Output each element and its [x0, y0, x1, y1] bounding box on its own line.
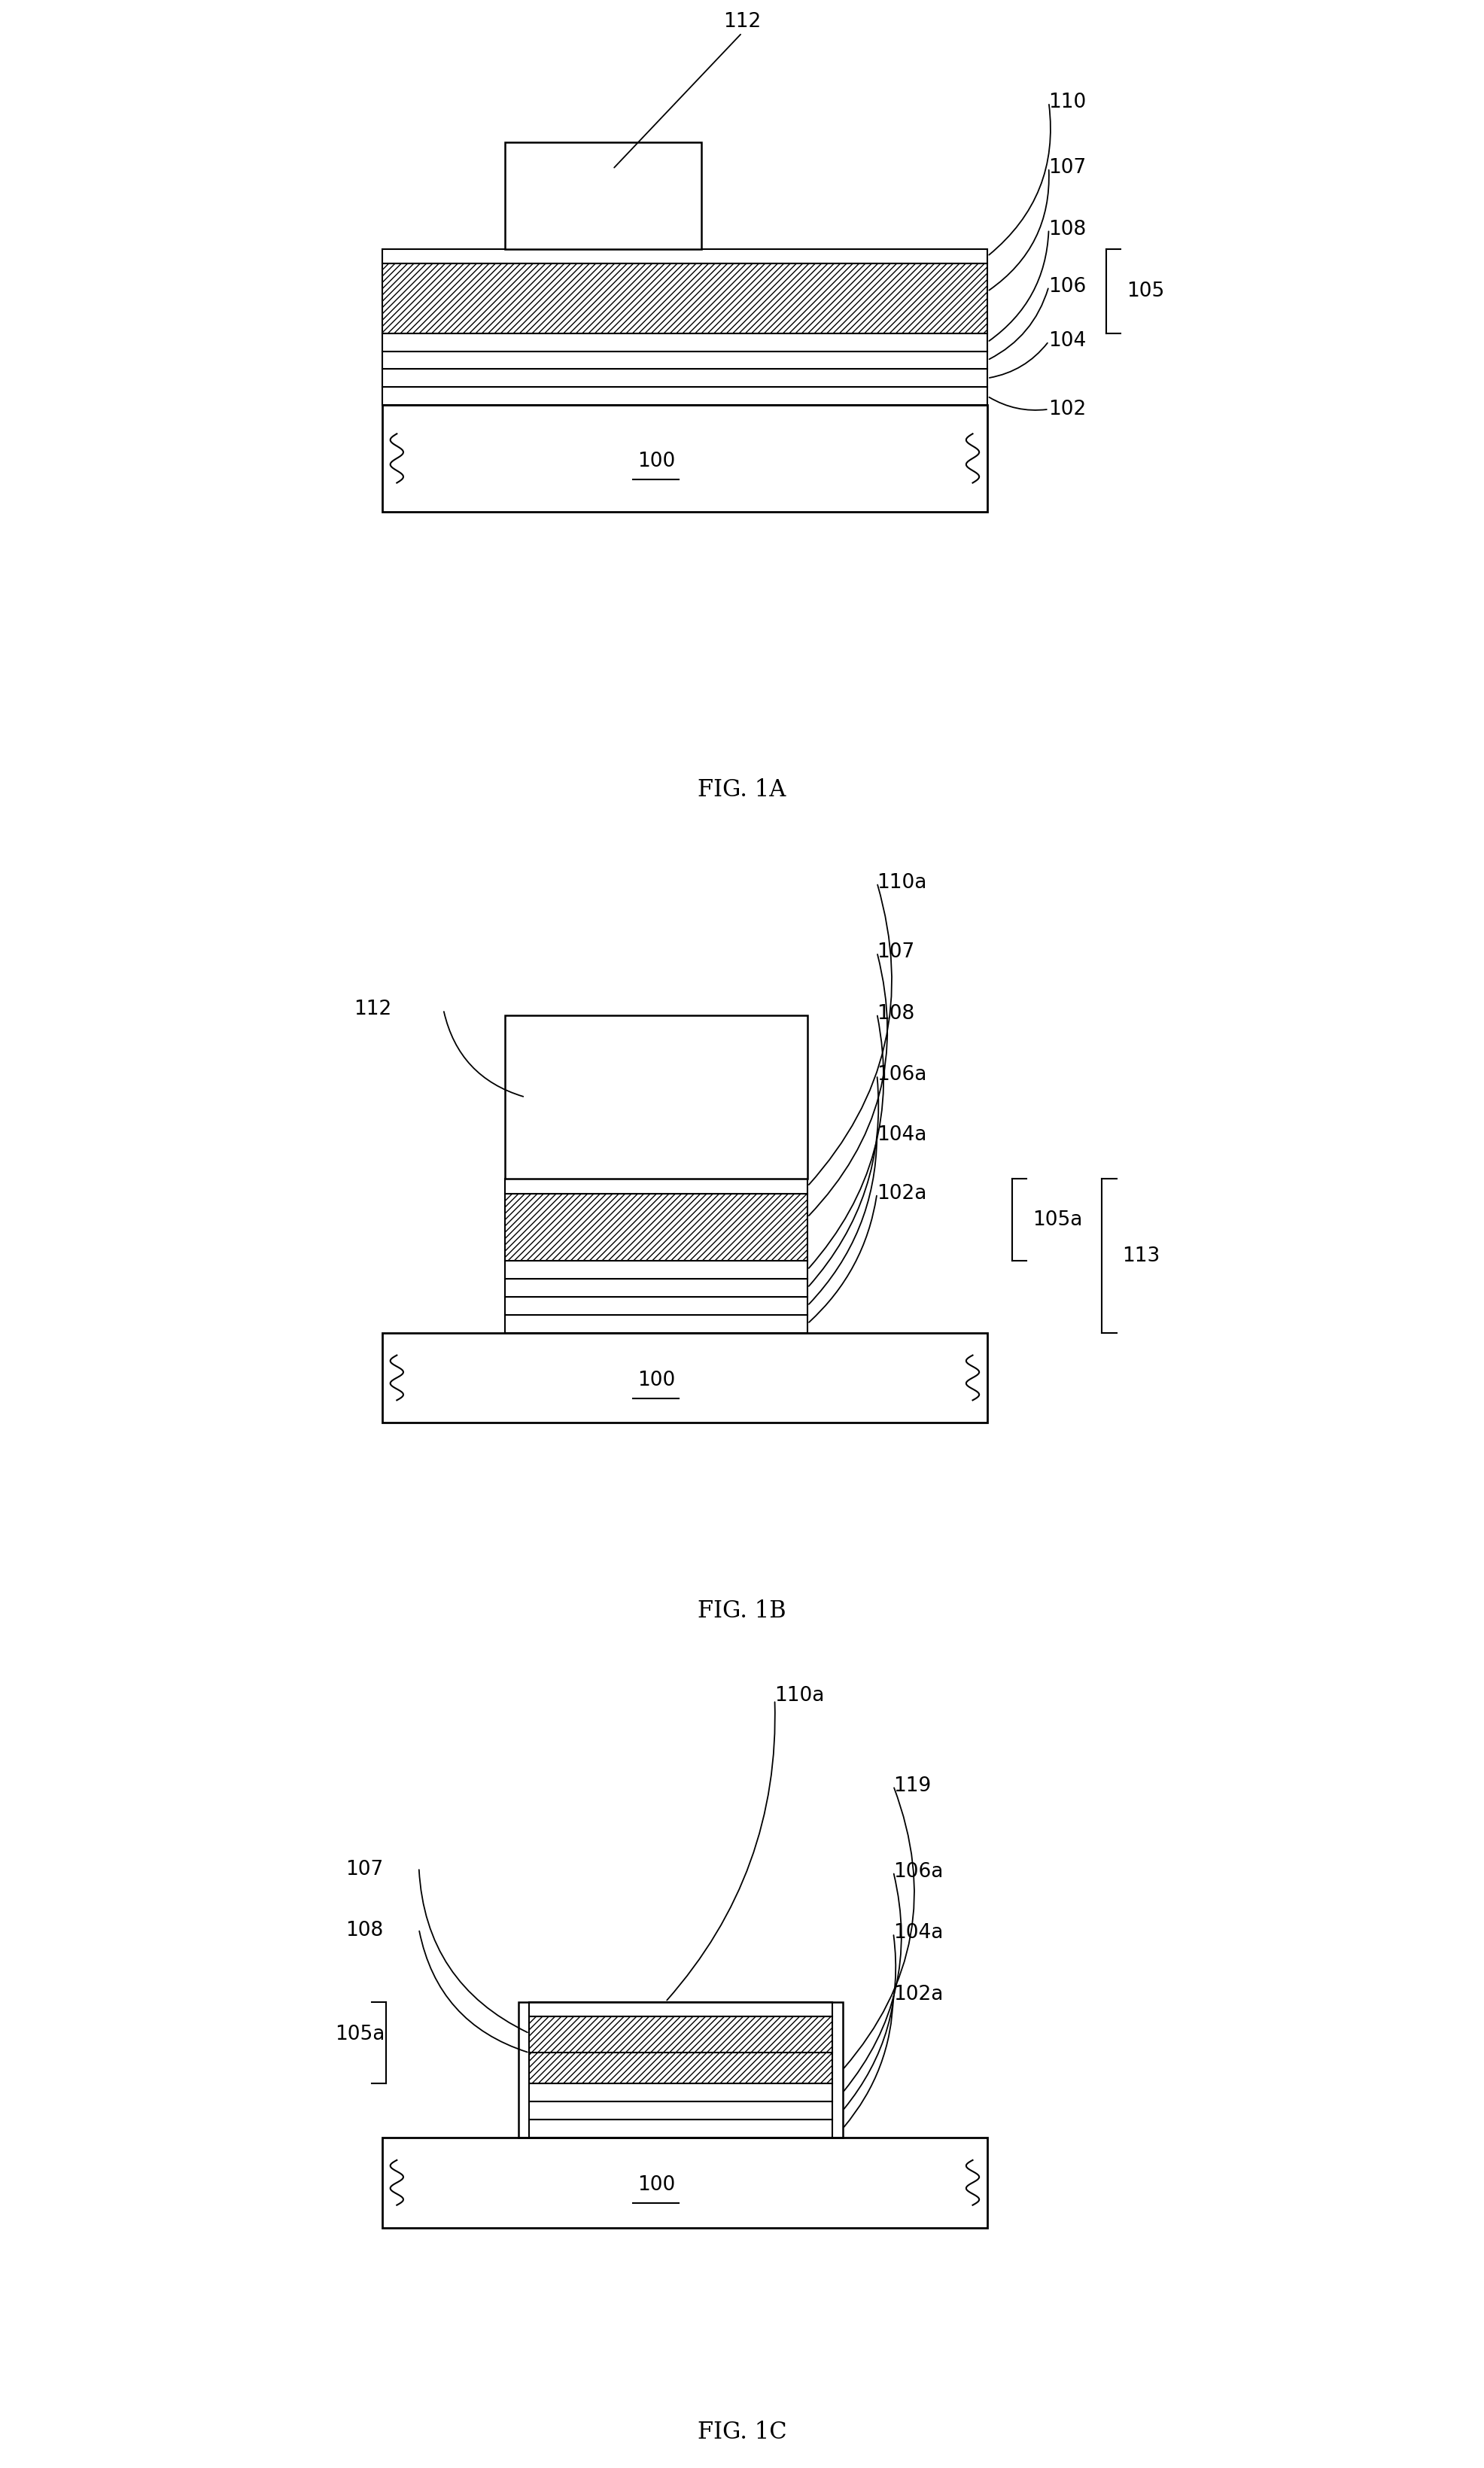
Text: 100: 100: [637, 2174, 675, 2194]
Text: 110a: 110a: [877, 874, 928, 893]
Bar: [505, 1261, 807, 1278]
Text: 105a: 105a: [335, 2024, 384, 2044]
Bar: [530, 2120, 833, 2137]
Text: 106: 106: [1049, 276, 1086, 296]
Text: 100: 100: [637, 452, 675, 471]
Bar: [530, 2103, 833, 2120]
Text: 112: 112: [723, 12, 761, 32]
Text: 112: 112: [353, 1000, 392, 1019]
Text: 104: 104: [1049, 331, 1086, 350]
Bar: [505, 1180, 807, 1195]
Text: 106a: 106a: [877, 1066, 928, 1086]
Bar: [381, 405, 987, 511]
Bar: [505, 1315, 807, 1333]
Bar: [505, 143, 700, 249]
Bar: [381, 350, 987, 370]
Text: 110: 110: [1049, 94, 1086, 111]
Text: 102a: 102a: [877, 1185, 928, 1204]
Text: FIG. 1A: FIG. 1A: [697, 777, 787, 802]
Bar: [530, 2083, 833, 2103]
Text: 108: 108: [346, 1920, 383, 1940]
Bar: [505, 1195, 807, 1261]
Text: 106a: 106a: [893, 1861, 944, 1881]
Text: 105: 105: [1126, 281, 1165, 301]
Text: 105a: 105a: [1033, 1209, 1082, 1229]
Text: FIG. 1B: FIG. 1B: [697, 1599, 787, 1621]
Bar: [381, 249, 987, 264]
Text: 110a: 110a: [775, 1686, 825, 1705]
Bar: [530, 2016, 833, 2083]
Bar: [505, 1278, 807, 1296]
Text: 107: 107: [877, 943, 914, 963]
Text: 108: 108: [1049, 220, 1086, 239]
Text: 102a: 102a: [893, 1984, 944, 2004]
Text: 107: 107: [346, 1858, 383, 1878]
Bar: [381, 333, 987, 350]
Bar: [505, 1296, 807, 1315]
Text: 108: 108: [877, 1004, 914, 1024]
Bar: [381, 370, 987, 387]
Text: 104a: 104a: [893, 1923, 944, 1942]
Text: 107: 107: [1049, 158, 1086, 178]
Bar: [381, 264, 987, 333]
Text: 113: 113: [1122, 1246, 1160, 1266]
Bar: [381, 1333, 987, 1422]
Text: 102: 102: [1049, 400, 1086, 420]
Bar: [381, 387, 987, 405]
Bar: [530, 2002, 833, 2016]
Bar: [519, 2002, 843, 2137]
Text: FIG. 1C: FIG. 1C: [697, 2421, 787, 2443]
Text: 104a: 104a: [877, 1125, 928, 1145]
Text: 119: 119: [893, 1777, 930, 1797]
Bar: [381, 2137, 987, 2229]
Bar: [505, 1014, 807, 1180]
Text: 100: 100: [637, 1370, 675, 1389]
